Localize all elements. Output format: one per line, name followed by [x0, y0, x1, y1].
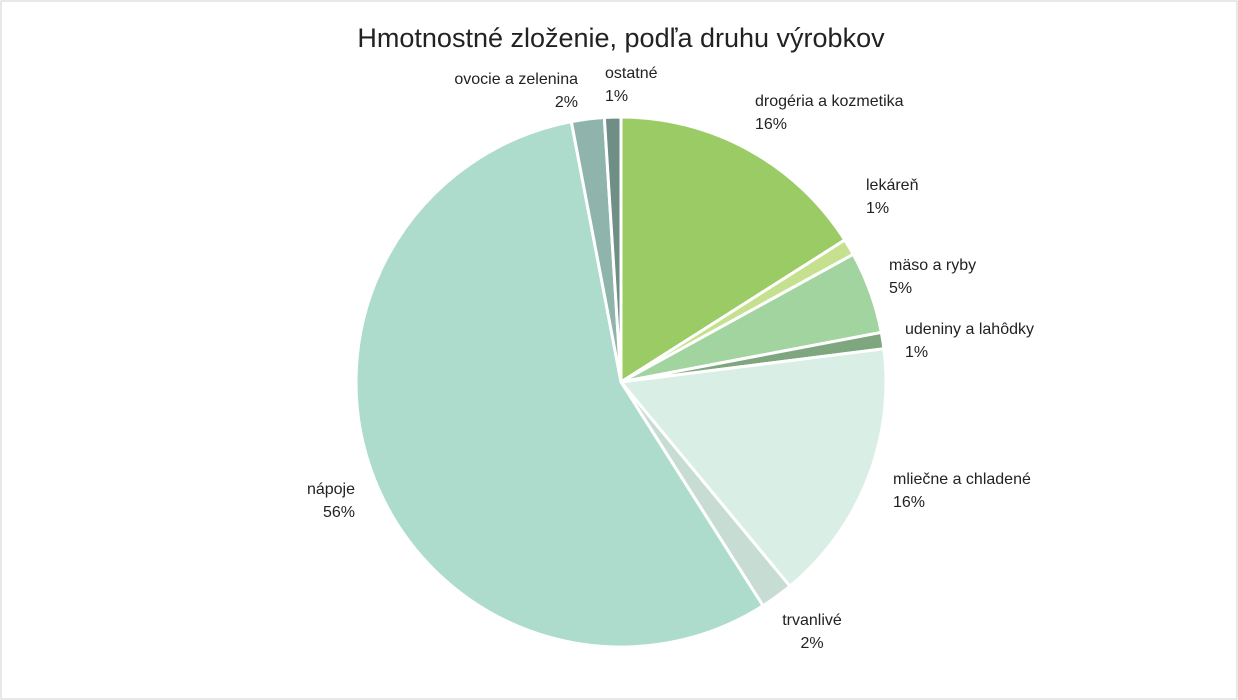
slice-value-label: 1%	[905, 344, 928, 361]
slice-label: ovocie a zelenina	[454, 71, 578, 88]
chart-title: Hmotnostné zloženie, podľa druhu výrobko…	[357, 23, 885, 53]
slice-label: mliečne a chladené	[893, 471, 1031, 488]
slice-label: udeniny a lahôdky	[905, 321, 1034, 338]
slice-value-label: 56%	[323, 504, 355, 521]
slice-label: trvanlivé	[782, 612, 842, 629]
pie-slice	[619, 115, 847, 385]
slice-label: drogéria a kozmetika	[755, 93, 904, 110]
slice-label: mäso a ryby	[889, 257, 976, 274]
slice-value-label: 16%	[755, 116, 787, 133]
slice-label: ostatné	[605, 65, 658, 82]
slice-value-label: 2%	[555, 94, 578, 111]
slice-label: lekáreň	[866, 177, 918, 194]
slice-value-label: 5%	[889, 280, 912, 297]
pie-slice	[618, 347, 888, 589]
pie-slice	[602, 115, 623, 383]
slice-value-label: 1%	[605, 88, 628, 105]
slice-label: nápoje	[307, 481, 355, 498]
slice-value-label: 1%	[866, 200, 889, 217]
slice-value-label: 16%	[893, 494, 925, 511]
slice-value-label: 2%	[800, 635, 823, 652]
pie-slice	[354, 119, 766, 649]
